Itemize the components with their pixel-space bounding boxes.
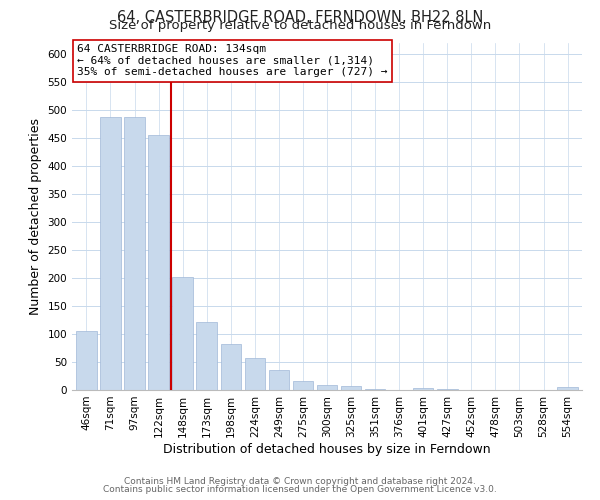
Bar (293, 381, 313, 390)
Text: Contains HM Land Registry data © Crown copyright and database right 2024.: Contains HM Land Registry data © Crown c… (124, 478, 476, 486)
X-axis label: Distribution of detached houses by size in Ferndown: Distribution of detached houses by size … (163, 442, 491, 456)
Text: Contains public sector information licensed under the Open Government Licence v3: Contains public sector information licen… (103, 485, 497, 494)
Text: Size of property relative to detached houses in Ferndown: Size of property relative to detached ho… (109, 19, 491, 32)
Bar (245, 358, 265, 390)
Bar (148, 135, 169, 390)
Bar (557, 387, 578, 390)
Bar (317, 385, 337, 390)
Bar (341, 386, 361, 390)
Bar (124, 117, 145, 390)
Y-axis label: Number of detached properties: Number of detached properties (29, 118, 42, 315)
Text: 64 CASTERBRIDGE ROAD: 134sqm
← 64% of detached houses are smaller (1,314)
35% of: 64 CASTERBRIDGE ROAD: 134sqm ← 64% of de… (77, 44, 388, 78)
Bar (196, 322, 217, 390)
Bar (172, 277, 193, 390)
Bar (413, 388, 433, 390)
Bar (76, 331, 97, 390)
Text: 64, CASTERBRIDGE ROAD, FERNDOWN, BH22 8LN: 64, CASTERBRIDGE ROAD, FERNDOWN, BH22 8L… (117, 10, 483, 25)
Bar (365, 389, 385, 390)
Bar (221, 344, 241, 390)
Bar (269, 370, 289, 390)
Bar (437, 389, 458, 390)
Bar (100, 117, 121, 390)
